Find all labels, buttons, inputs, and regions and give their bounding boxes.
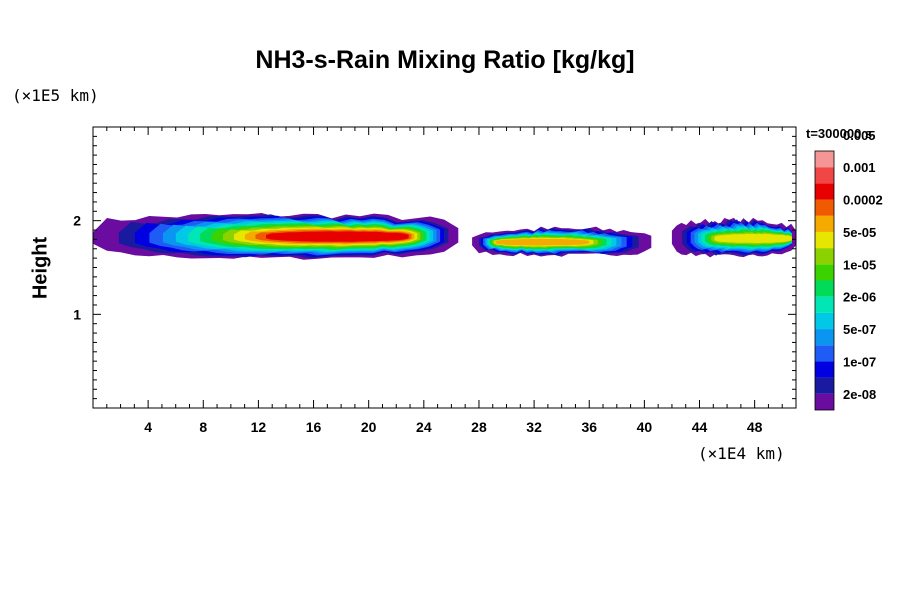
cloud-layer bbox=[93, 213, 796, 260]
y-tick-label: 1 bbox=[73, 306, 81, 322]
y-tick-label: 2 bbox=[73, 213, 81, 229]
colorbar-swatch bbox=[815, 377, 834, 394]
colorbar-swatch bbox=[815, 231, 834, 249]
x-tick-label: 8 bbox=[199, 419, 207, 435]
colorbar-label: 2e-08 bbox=[843, 387, 876, 402]
colorbar-swatch bbox=[815, 393, 834, 410]
time-label: t=300000 s bbox=[806, 126, 873, 141]
colorbar-label: 2e-06 bbox=[843, 290, 876, 305]
colorbar-swatch bbox=[815, 248, 834, 265]
cloud-contour-level bbox=[495, 238, 590, 246]
colorbar-label: 1e-05 bbox=[843, 257, 876, 272]
colorbar-swatch bbox=[815, 199, 834, 216]
x-axis: 4 8 12 16 20 24 28 32 36 40 44 48 bbox=[106, 127, 783, 435]
cloud-contour-level bbox=[266, 231, 409, 242]
x-tick-label: 24 bbox=[416, 419, 432, 435]
x-tick-label: 20 bbox=[361, 419, 377, 435]
cloud-segment bbox=[93, 213, 459, 260]
colorbar-swatch bbox=[815, 280, 834, 297]
x-tick-label: 44 bbox=[692, 419, 708, 435]
cloud-segment bbox=[671, 217, 796, 258]
x-tick-label: 32 bbox=[526, 419, 542, 435]
x-tick-label: 12 bbox=[251, 419, 267, 435]
x-tick-label: 16 bbox=[306, 419, 322, 435]
cloud-contour-level bbox=[714, 233, 792, 243]
colorbar-swatch bbox=[815, 312, 834, 330]
colorbar-label: 5e-07 bbox=[843, 322, 876, 337]
colorbar-label: 0.001 bbox=[843, 160, 876, 175]
colorbar-swatch bbox=[815, 215, 834, 232]
colorbar-swatch bbox=[815, 296, 834, 313]
colorbar-label: 1e-07 bbox=[843, 354, 876, 369]
colorbar-swatch bbox=[815, 151, 834, 168]
colorbar-swatch bbox=[815, 329, 834, 346]
x-tick-label: 28 bbox=[471, 419, 487, 435]
x-tick-label: 48 bbox=[747, 419, 763, 435]
y-axis: 12 bbox=[73, 135, 796, 400]
x-tick-label: 40 bbox=[637, 419, 653, 435]
plot-area bbox=[92, 126, 797, 409]
colorbar-label: 0.0002 bbox=[843, 193, 883, 208]
colorbar-swatch bbox=[815, 167, 834, 184]
x-tick-label: 4 bbox=[144, 419, 152, 435]
colorbar-swatch bbox=[815, 361, 834, 378]
colorbar-swatch bbox=[815, 345, 834, 362]
chart-title: NH3-s-Rain Mixing Ratio [kg/kg] bbox=[255, 46, 635, 74]
plot-frame bbox=[92, 126, 797, 409]
colorbar: 2e-08 1e-07 5e-07 2e-06 1e-05 5e-05 0.0002 0.00… bbox=[814, 128, 883, 411]
colorbar-swatch bbox=[815, 264, 834, 281]
colorbar-label: 0.005 bbox=[843, 128, 876, 143]
colorbar-frame bbox=[814, 150, 835, 411]
y-axis-unit-label: (×1E5 km) bbox=[12, 86, 99, 105]
x-tick-label: 36 bbox=[581, 419, 597, 435]
cloud-segment bbox=[472, 226, 652, 257]
x-axis-unit-label: (×1E4 km) bbox=[698, 444, 785, 463]
colorbar-swatch bbox=[815, 183, 834, 200]
colorbar-label: 5e-05 bbox=[843, 225, 876, 240]
